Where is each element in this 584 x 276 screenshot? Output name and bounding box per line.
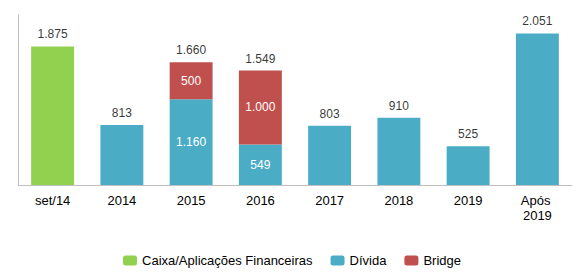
svg-text:Caixa/Aplicações Financeiras: Caixa/Aplicações Financeiras	[142, 253, 313, 268]
svg-text:2.051: 2.051	[522, 14, 552, 28]
svg-text:500: 500	[181, 74, 201, 88]
svg-text:Após: Após	[521, 193, 554, 208]
svg-text:549: 549	[250, 158, 270, 172]
svg-text:2019: 2019	[454, 193, 483, 208]
svg-text:2016: 2016	[246, 193, 275, 208]
svg-text:2017: 2017	[315, 193, 344, 208]
svg-text:Dívida: Dívida	[350, 253, 388, 268]
svg-text:2015: 2015	[177, 193, 206, 208]
svg-text:2019: 2019	[523, 208, 552, 223]
svg-text:813: 813	[112, 106, 132, 120]
svg-text:803: 803	[320, 107, 340, 121]
svg-text:1.160: 1.160	[176, 135, 206, 149]
svg-text:1.549: 1.549	[245, 52, 275, 66]
svg-text:1.875: 1.875	[38, 27, 68, 41]
svg-text:2014: 2014	[107, 193, 136, 208]
svg-text:Bridge: Bridge	[423, 253, 461, 268]
svg-text:910: 910	[389, 99, 409, 113]
svg-text:2018: 2018	[384, 193, 413, 208]
svg-text:1.660: 1.660	[176, 43, 206, 57]
svg-text:525: 525	[458, 127, 478, 141]
svg-text:set/14: set/14	[35, 193, 70, 208]
svg-text:1.000: 1.000	[245, 100, 275, 114]
